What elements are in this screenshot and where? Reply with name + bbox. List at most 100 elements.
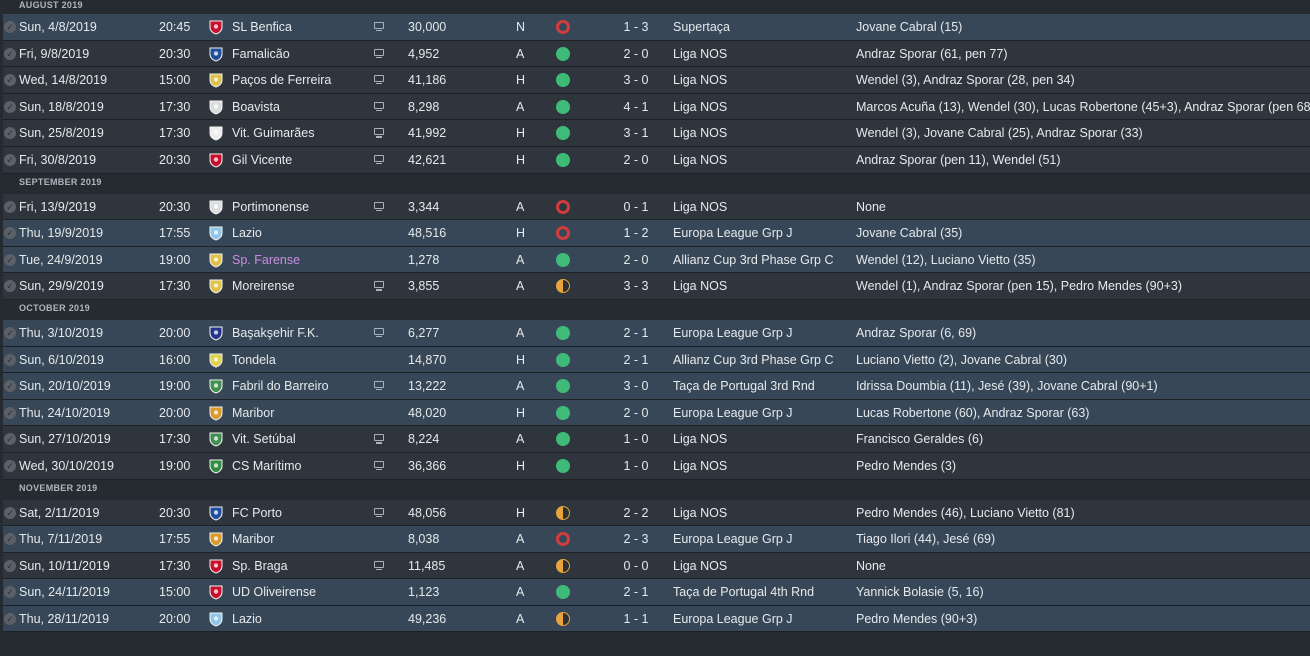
match-date[interactable]: Sun, 18/8/2019 [19, 99, 104, 114]
match-row[interactable]: ✓ Sun, 27/10/2019 17:30 Vit. Setúbal 8,224 A 1… [3, 426, 1310, 453]
match-date[interactable]: Thu, 3/10/2019 [19, 325, 104, 340]
opponent-link[interactable]: Lazio [232, 611, 262, 626]
match-row[interactable]: ✓ Fri, 9/8/2019 20:30 Famalicão 4,952 A 2 - 0 L… [3, 40, 1310, 68]
match-row[interactable]: ✓ Wed, 14/8/2019 15:00 Paços de Ferreira 41,… [3, 67, 1310, 94]
match-row[interactable]: ✓ Sun, 25/8/2019 17:30 Vit. Guimarães 41,992… [3, 120, 1310, 147]
competition-link[interactable]: Supertaça [673, 20, 730, 34]
competition-link[interactable]: Europa League Grp J [673, 226, 793, 241]
match-date[interactable]: Thu, 7/11/2019 [19, 532, 103, 547]
opponent-link[interactable]: Maribor [232, 405, 275, 420]
match-row[interactable]: ✓ Sun, 20/10/2019 19:00 Fabril do Barreiro 1… [3, 373, 1310, 400]
match-date[interactable]: Fri, 9/8/2019 [19, 46, 90, 61]
match-score[interactable]: 3 - 3 [623, 279, 649, 294]
opponent-link[interactable]: Gil Vicente [232, 152, 293, 167]
match-date[interactable]: Sun, 4/8/2019 [19, 20, 97, 34]
competition-link[interactable]: Allianz Cup 3rd Phase Grp C [673, 252, 834, 267]
match-score[interactable]: 1 - 1 [623, 611, 649, 626]
opponent-link[interactable]: Lazio [232, 226, 262, 241]
match-date[interactable]: Sun, 25/8/2019 [19, 126, 104, 141]
competition-link[interactable]: Liga NOS [673, 152, 728, 167]
match-date[interactable]: Sun, 20/10/2019 [19, 379, 111, 394]
match-date[interactable]: Thu, 19/9/2019 [19, 226, 104, 241]
match-row[interactable]: ✓ Thu, 7/11/2019 17:55 Maribor 8,038 A 2 - 3 Eu… [3, 526, 1310, 553]
competition-link[interactable]: Liga NOS [673, 558, 728, 573]
opponent-link[interactable]: Famalicão [232, 46, 290, 61]
opponent-link[interactable]: CS Marítimo [232, 458, 302, 473]
match-score[interactable]: 4 - 1 [623, 99, 649, 114]
match-row[interactable]: ✓ Wed, 30/10/2019 19:00 CS Marítimo 36,366 H 1… [3, 452, 1310, 480]
competition-link[interactable]: Europa League Grp J [673, 325, 793, 340]
match-date[interactable]: Wed, 14/8/2019 [19, 73, 108, 88]
match-score[interactable]: 2 - 2 [623, 505, 649, 520]
match-row[interactable]: ✓ Sun, 18/8/2019 17:30 Boavista 8,298 A 4 - 1 L… [3, 93, 1310, 121]
opponent-link[interactable]: Boavista [232, 99, 280, 114]
match-row[interactable]: ✓ Sun, 10/11/2019 17:30 Sp. Braga 11,485 A 0 -… [3, 552, 1310, 580]
match-score[interactable]: 2 - 0 [623, 252, 649, 267]
match-score[interactable]: 1 - 0 [623, 458, 649, 473]
competition-link[interactable]: Liga NOS [673, 73, 728, 88]
match-date[interactable]: Sun, 6/10/2019 [19, 352, 104, 367]
match-score[interactable]: 0 - 1 [623, 199, 649, 214]
match-date[interactable]: Thu, 24/10/2019 [19, 405, 111, 420]
match-score[interactable]: 3 - 1 [623, 126, 649, 141]
match-date[interactable]: Sun, 29/9/2019 [19, 279, 104, 294]
competition-link[interactable]: Liga NOS [673, 99, 728, 114]
match-row[interactable]: ✓ Sun, 29/9/2019 17:30 Moreirense 3,855 A 3 - … [3, 273, 1310, 300]
match-row[interactable]: ✓ Fri, 13/9/2019 20:30 Portimonense 3,344 A 0 … [3, 193, 1310, 221]
match-date[interactable]: Sun, 24/11/2019 [19, 585, 110, 600]
match-score[interactable]: 2 - 0 [623, 152, 649, 167]
match-score[interactable]: 3 - 0 [623, 379, 649, 394]
match-row[interactable]: ✓ Fri, 30/8/2019 20:30 Gil Vicente 42,621 H 2 … [3, 146, 1310, 174]
match-score[interactable]: 1 - 3 [623, 20, 649, 34]
opponent-link[interactable]: Sp. Braga [232, 558, 288, 573]
match-date[interactable]: Tue, 24/9/2019 [19, 252, 103, 267]
opponent-link[interactable]: SL Benfica [232, 20, 292, 34]
opponent-link[interactable]: Paços de Ferreira [232, 73, 332, 88]
match-date[interactable]: Sun, 10/11/2019 [19, 558, 110, 573]
opponent-link[interactable]: Başakşehir F.K. [232, 325, 319, 340]
match-score[interactable]: 0 - 0 [623, 558, 649, 573]
match-score[interactable]: 2 - 1 [623, 585, 649, 600]
match-score[interactable]: 2 - 1 [623, 352, 649, 367]
competition-link[interactable]: Liga NOS [673, 505, 728, 520]
match-score[interactable]: 2 - 1 [623, 325, 649, 340]
competition-link[interactable]: Liga NOS [673, 46, 728, 61]
match-row[interactable]: ✓ Tue, 24/9/2019 19:00 Sp. Farense 1,278 A 2 -… [3, 246, 1310, 274]
match-row[interactable]: ✓ Thu, 3/10/2019 20:00 Başakşehir F.K. 6,277… [3, 319, 1310, 347]
match-row[interactable]: ✓ Sun, 6/10/2019 16:00 Tondela 14,870 H 2 - 1 A… [3, 346, 1310, 374]
opponent-link[interactable]: Vit. Guimarães [232, 126, 315, 141]
match-row[interactable]: ✓ Thu, 28/11/2019 20:00 Lazio 49,236 A 1 - 1 Eu… [3, 605, 1310, 633]
opponent-link[interactable]: Vit. Setúbal [232, 432, 296, 447]
match-date[interactable]: Sat, 2/11/2019 [19, 505, 100, 520]
match-date[interactable]: Thu, 28/11/2019 [19, 611, 110, 626]
competition-link[interactable]: Liga NOS [673, 458, 728, 473]
competition-link[interactable]: Liga NOS [673, 199, 728, 214]
match-row[interactable]: ✓ Sun, 4/8/2019 20:45 SL Benfica 30,000 N 1 - … [3, 14, 1310, 41]
match-row[interactable]: ✓ Thu, 24/10/2019 20:00 Maribor 48,020 H 2 - 0… [3, 399, 1310, 427]
match-score[interactable]: 2 - 0 [623, 405, 649, 420]
competition-link[interactable]: Europa League Grp J [673, 611, 793, 626]
match-score[interactable]: 1 - 0 [623, 432, 649, 447]
competition-link[interactable]: Liga NOS [673, 126, 728, 141]
match-score[interactable]: 3 - 0 [623, 73, 649, 88]
match-date[interactable]: Sun, 27/10/2019 [19, 432, 111, 447]
opponent-link[interactable]: Moreirense [232, 279, 295, 294]
match-score[interactable]: 2 - 0 [623, 46, 649, 61]
opponent-link[interactable]: Fabril do Barreiro [232, 379, 329, 394]
competition-link[interactable]: Liga NOS [673, 279, 728, 294]
match-row[interactable]: ✓ Thu, 19/9/2019 17:55 Lazio 48,516 H 1 - 2 Eur… [3, 220, 1310, 247]
opponent-link[interactable]: FC Porto [232, 505, 283, 520]
competition-link[interactable]: Taça de Portugal 4th Rnd [673, 585, 815, 600]
competition-link[interactable]: Taça de Portugal 3rd Rnd [673, 379, 815, 394]
competition-link[interactable]: Allianz Cup 3rd Phase Grp C [673, 352, 834, 367]
opponent-link[interactable]: Tondela [232, 352, 276, 367]
opponent-link[interactable]: Maribor [232, 532, 275, 547]
competition-link[interactable]: Europa League Grp J [673, 405, 793, 420]
match-date[interactable]: Wed, 30/10/2019 [19, 458, 114, 473]
match-date[interactable]: Fri, 30/8/2019 [19, 152, 97, 167]
opponent-link[interactable]: Sp. Farense [232, 252, 301, 267]
match-score[interactable]: 2 - 3 [623, 532, 649, 547]
competition-link[interactable]: Europa League Grp J [673, 532, 793, 547]
competition-link[interactable]: Liga NOS [673, 432, 728, 447]
opponent-link[interactable]: UD Oliveirense [232, 585, 317, 600]
